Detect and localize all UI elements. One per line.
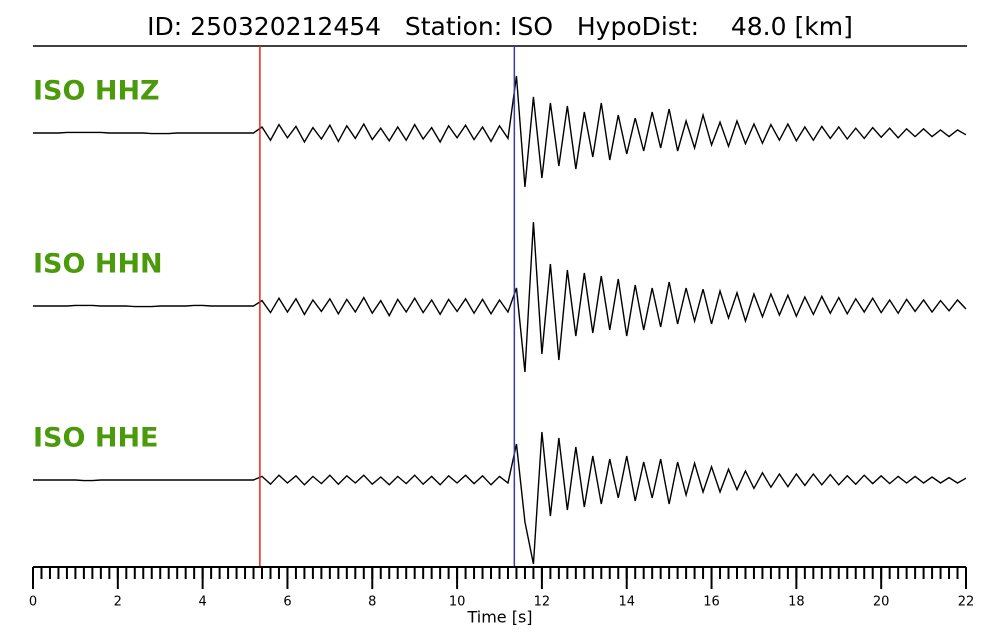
waveform <box>33 431 967 565</box>
trace-label: ISO HHE <box>33 423 158 454</box>
trace-label: ISO HHZ <box>33 76 160 107</box>
x-tick-label: 14 <box>618 595 635 610</box>
x-tick-label: 22 <box>958 595 975 610</box>
waveform <box>33 221 967 373</box>
x-tick-label: 12 <box>534 595 551 610</box>
trace-label: ISO HHN <box>33 249 163 280</box>
x-tick-label: 8 <box>368 595 376 610</box>
x-tick-label: 20 <box>873 595 890 610</box>
x-tick-label: 2 <box>114 595 122 610</box>
x-tick-label: 10 <box>449 595 466 610</box>
x-axis-label: Time [s] <box>466 608 532 627</box>
waveform <box>33 75 967 188</box>
x-tick-label: 0 <box>29 595 37 610</box>
x-tick-label: 6 <box>283 595 291 610</box>
x-tick-label: 16 <box>703 595 720 610</box>
x-tick-label: 4 <box>198 595 206 610</box>
x-tick-label: 18 <box>788 595 805 610</box>
chart-title: ID: 250320212454 Station: ISO HypoDist: … <box>147 12 853 41</box>
